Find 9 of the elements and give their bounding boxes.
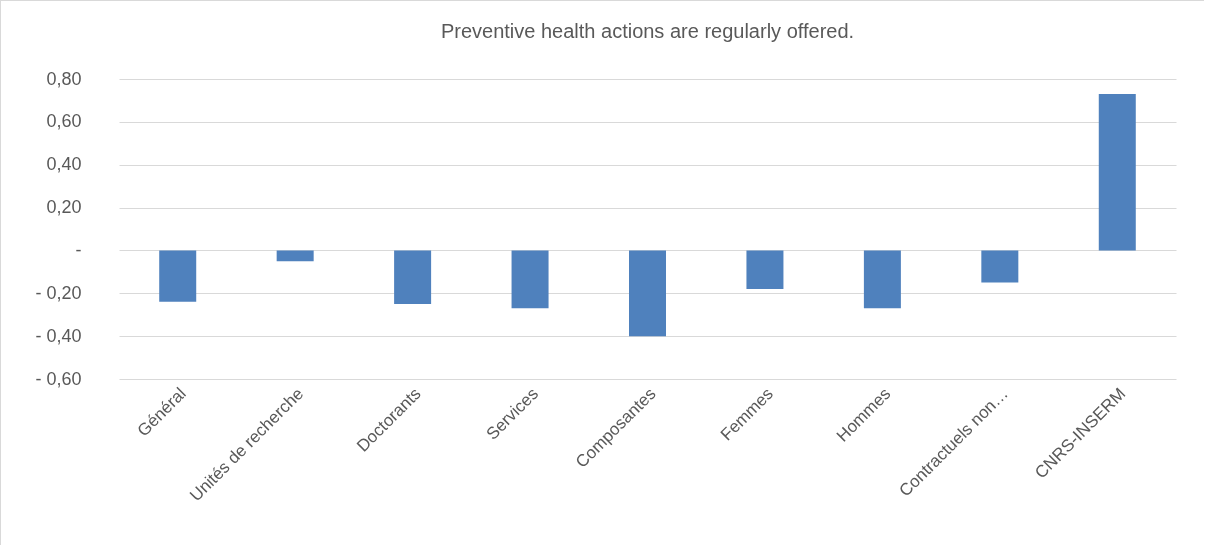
y-tick-label: 0,60 xyxy=(46,111,82,132)
y-tick-label: 0,20 xyxy=(46,197,82,218)
y-tick-label: - xyxy=(75,239,82,260)
y-tick-label: - 0,60 xyxy=(35,368,82,389)
y-tick-label: - 0,20 xyxy=(35,282,82,303)
y-tick-label: - 0,40 xyxy=(35,325,82,346)
y-tick-label: 0,40 xyxy=(46,154,82,175)
y-tick-label: 0,80 xyxy=(46,68,82,89)
chart-title: Preventive health actions are regularly offered. xyxy=(440,20,855,42)
